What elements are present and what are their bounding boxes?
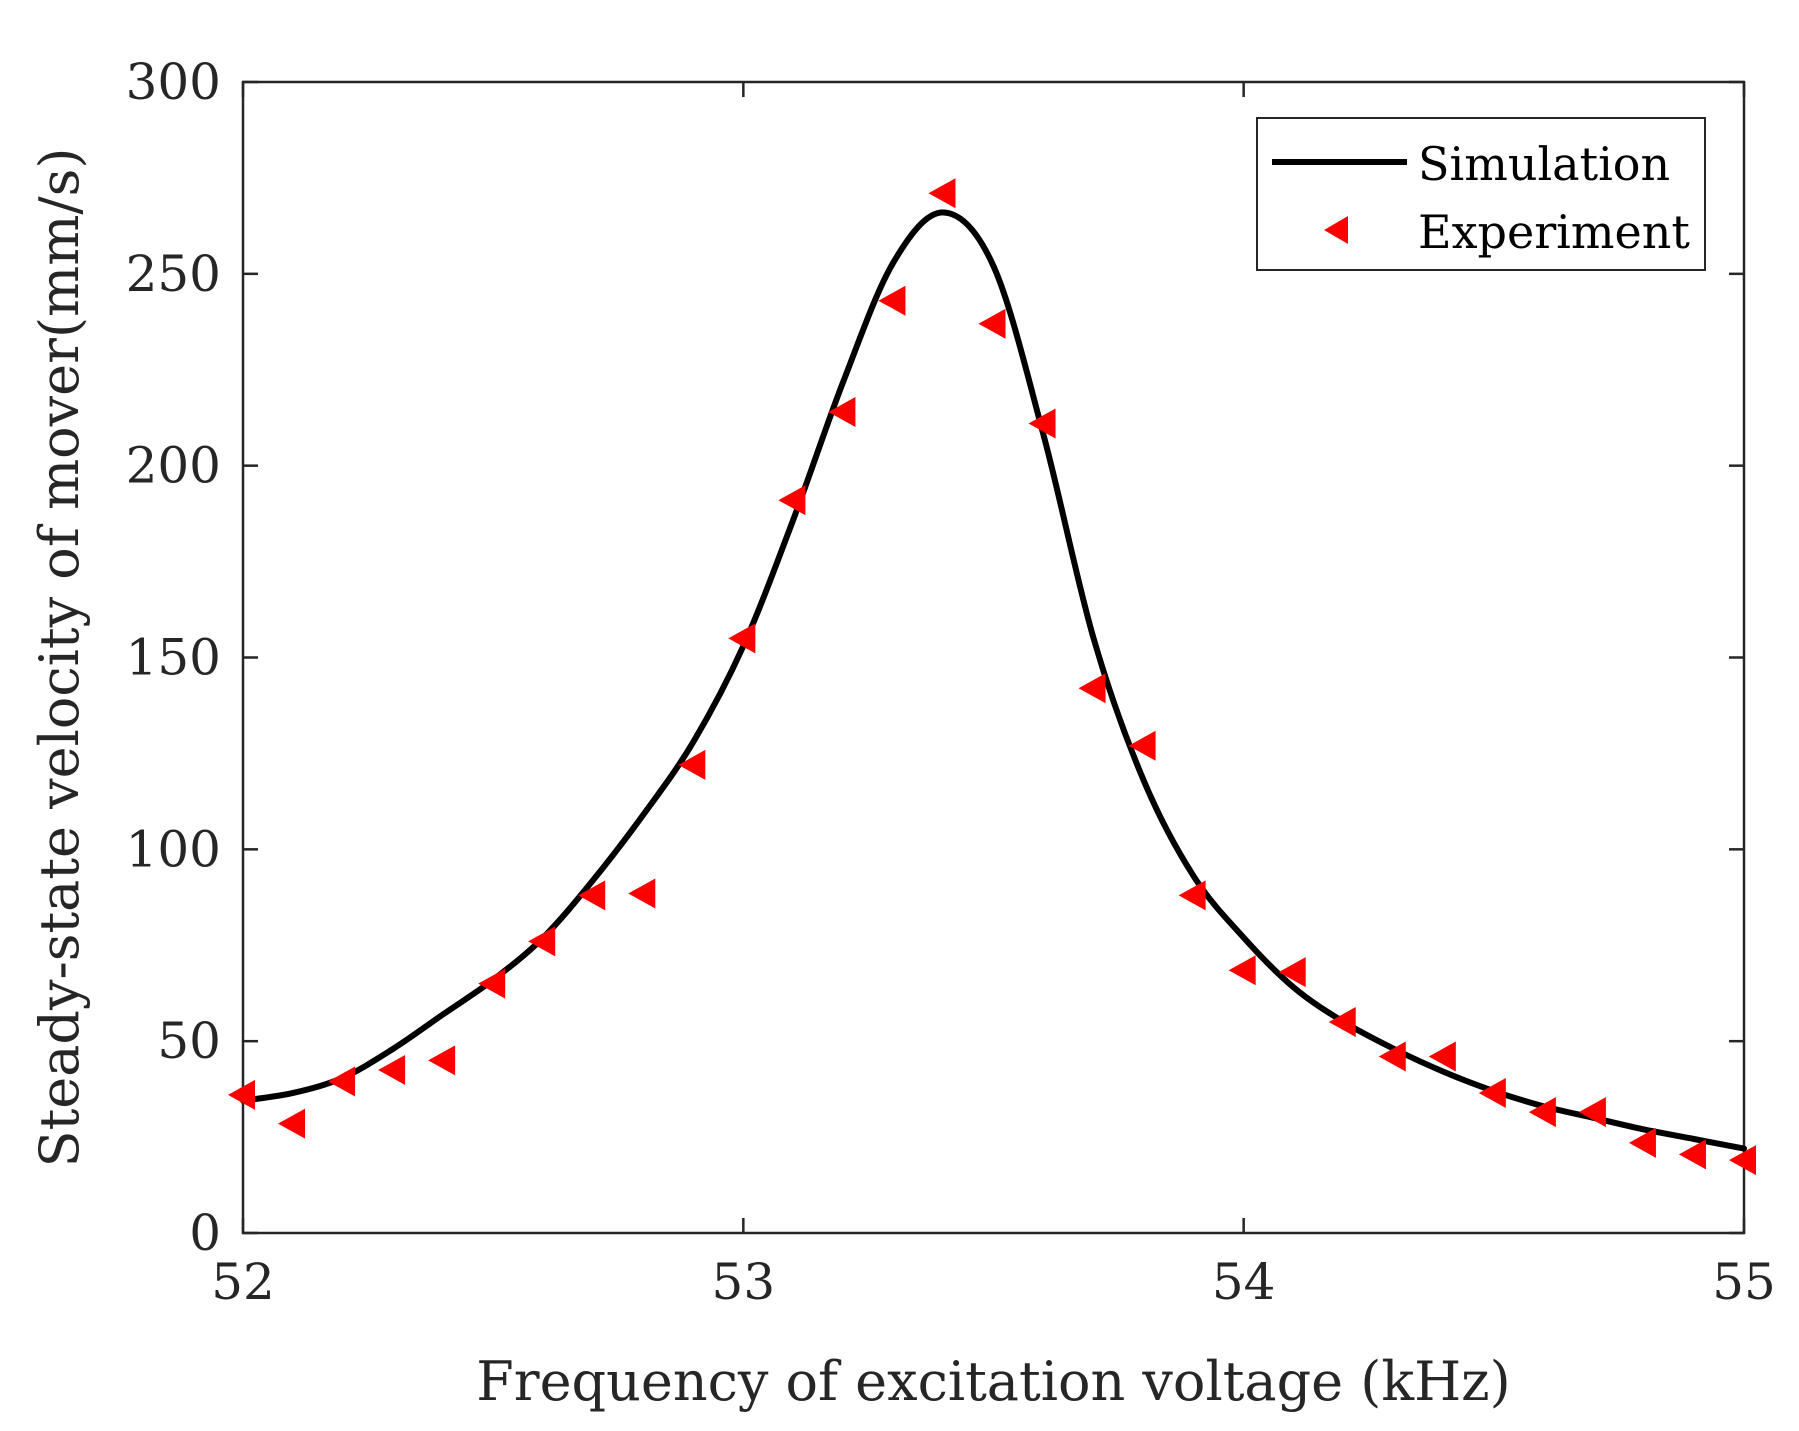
experiment-point (1378, 1041, 1406, 1072)
experiment-point (1428, 1041, 1456, 1072)
experiment-point (528, 926, 556, 957)
y-tick-label: 50 (157, 1012, 221, 1070)
legend: Simulation Experiment (1256, 117, 1706, 271)
experiment-point (978, 308, 1006, 339)
experiment-point (478, 968, 506, 999)
y-tick-label: 250 (126, 245, 221, 303)
legend-simulation-label: Simulation (1418, 137, 1670, 191)
experiment-point (578, 880, 606, 911)
experiment-point (278, 1108, 306, 1139)
experiment-point (778, 485, 806, 516)
experiment-point (1228, 955, 1256, 986)
x-tick-label: 55 (1712, 1253, 1776, 1311)
legend-experiment-label: Experiment (1418, 205, 1690, 259)
experiment-point (1078, 673, 1106, 704)
experiment-point (1729, 1145, 1756, 1176)
experiment-point (1028, 408, 1056, 439)
axis-ticks (241, 80, 1746, 1235)
legend-box (1256, 117, 1706, 271)
experiment-point (1128, 730, 1156, 761)
experiment-point (1278, 957, 1306, 988)
experiment-point (378, 1054, 406, 1085)
x-tick-label: 52 (211, 1253, 275, 1311)
y-tick-label: 200 (126, 437, 221, 495)
y-axis-title: Steady-state velocity of mover(mm/s) (28, 148, 91, 1168)
experiment-point (828, 396, 856, 427)
simulation-line (240, 209, 1747, 1152)
experiment-point (678, 749, 706, 780)
x-tick-label: 54 (1212, 1253, 1276, 1311)
experiment-point (1328, 1006, 1356, 1037)
experiment-markers (228, 178, 1756, 1176)
x-axis-title: Frequency of excitation voltage (kHz) (476, 1350, 1510, 1413)
plot-area (241, 80, 1746, 1235)
experiment-point (878, 285, 906, 316)
tick-labels: 52 53 54 55 0 50 100 150 200 250 300 (126, 53, 1776, 1311)
experiment-point (328, 1066, 356, 1097)
experiment-point (1628, 1127, 1656, 1158)
experiment-point (228, 1079, 255, 1110)
experiment-point (1578, 1097, 1606, 1128)
series-layer (228, 178, 1756, 1176)
y-tick-label: 300 (126, 53, 221, 111)
y-tick-label: 150 (126, 629, 221, 687)
experiment-point (728, 623, 756, 654)
experiment-point (628, 878, 656, 909)
y-tick-label: 100 (126, 820, 221, 878)
y-tick-label: 0 (189, 1204, 221, 1262)
x-tick-label: 53 (712, 1253, 776, 1311)
experiment-point (1478, 1077, 1506, 1108)
experiment-point (1178, 880, 1206, 911)
experiment-point (428, 1045, 456, 1076)
experiment-point (1528, 1097, 1556, 1128)
experiment-point (1678, 1139, 1706, 1170)
legend-experiment-marker (1324, 216, 1348, 244)
experiment-point (928, 178, 956, 209)
